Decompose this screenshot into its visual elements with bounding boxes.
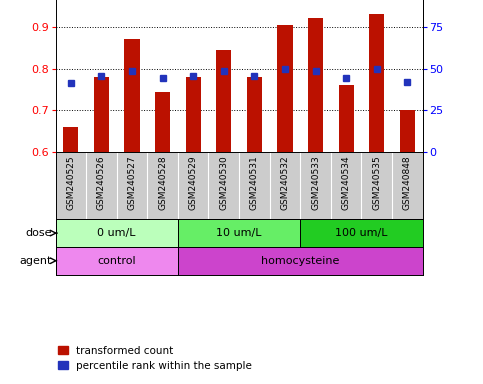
Text: GSM240528: GSM240528 <box>158 156 167 210</box>
Bar <box>369 14 384 152</box>
Bar <box>56 219 178 247</box>
Text: GSM240535: GSM240535 <box>372 156 381 210</box>
Bar <box>178 247 423 275</box>
Text: homocysteine: homocysteine <box>261 256 340 266</box>
Bar <box>94 77 109 152</box>
Bar <box>216 50 231 152</box>
Text: GSM240532: GSM240532 <box>281 156 289 210</box>
Text: 100 um/L: 100 um/L <box>335 228 388 238</box>
Bar <box>300 219 423 247</box>
Bar <box>339 85 354 152</box>
Text: GSM240531: GSM240531 <box>250 156 259 210</box>
Bar <box>155 91 170 152</box>
Bar <box>308 18 323 152</box>
Bar <box>247 77 262 152</box>
Text: GSM240534: GSM240534 <box>341 156 351 210</box>
Text: GSM240530: GSM240530 <box>219 156 228 210</box>
Bar <box>185 77 201 152</box>
Bar <box>400 110 415 152</box>
Bar <box>56 247 178 275</box>
Text: control: control <box>98 256 136 266</box>
Bar <box>178 219 300 247</box>
Bar <box>277 25 293 152</box>
Text: GSM240527: GSM240527 <box>128 156 137 210</box>
Text: 0 um/L: 0 um/L <box>98 228 136 238</box>
Text: agent: agent <box>19 256 52 266</box>
Text: GSM240848: GSM240848 <box>403 156 412 210</box>
Legend: transformed count, percentile rank within the sample: transformed count, percentile rank withi… <box>54 341 256 375</box>
Text: GSM240526: GSM240526 <box>97 156 106 210</box>
Bar <box>125 39 140 152</box>
Text: 10 um/L: 10 um/L <box>216 228 262 238</box>
Text: GSM240533: GSM240533 <box>311 156 320 210</box>
Text: GSM240529: GSM240529 <box>189 156 198 210</box>
Bar <box>63 127 78 152</box>
Text: GSM240525: GSM240525 <box>66 156 75 210</box>
Text: dose: dose <box>26 228 52 238</box>
